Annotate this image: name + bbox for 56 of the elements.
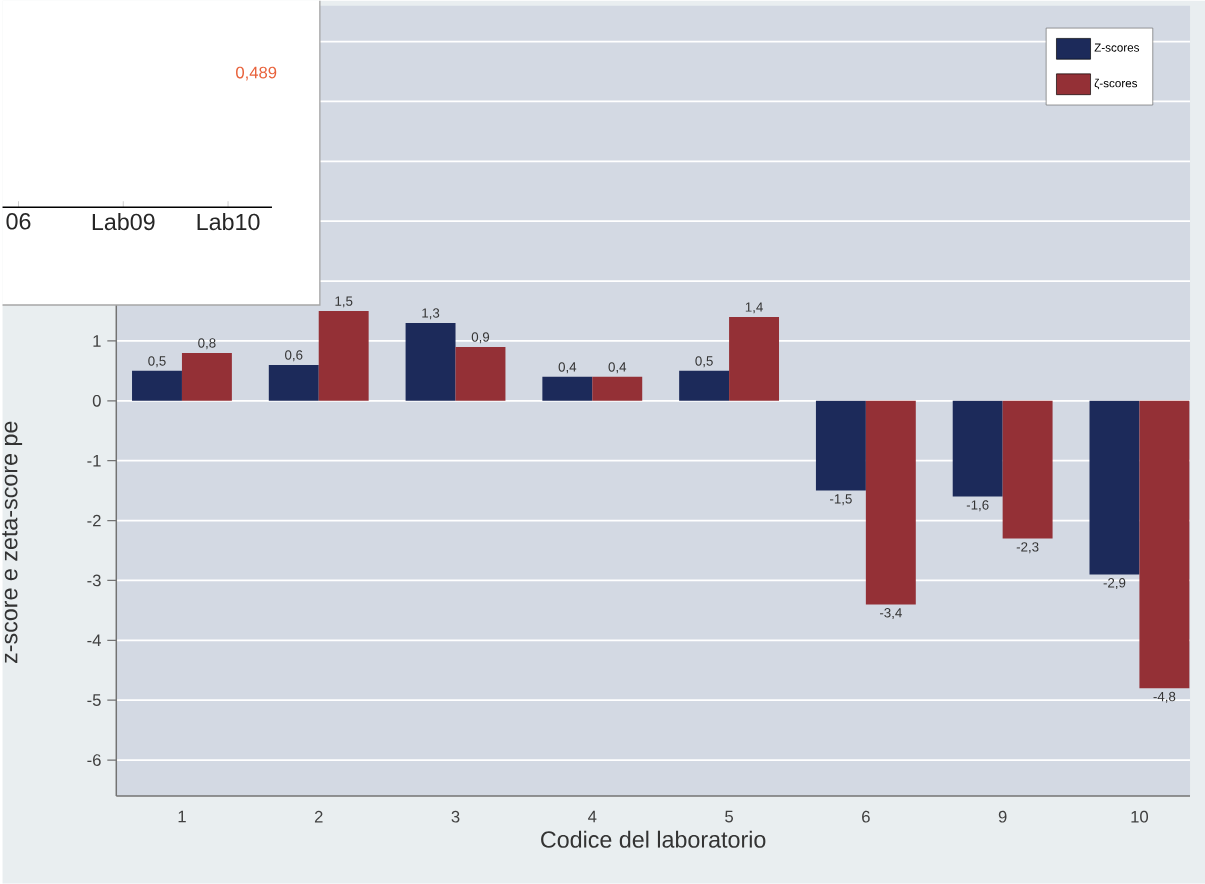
data-label: 1,4 — [745, 302, 763, 314]
x-tick-label: 5 — [725, 810, 734, 823]
data-label: 0,6 — [285, 350, 303, 362]
bar — [542, 376, 593, 401]
x-tick-label: 3 — [451, 810, 460, 823]
bar — [815, 400, 866, 491]
data-label: 0,4 — [608, 362, 627, 374]
legend-label: ζ-scores — [1094, 78, 1138, 90]
y-tick-label: -2 — [87, 514, 101, 527]
bar — [268, 364, 319, 401]
bar — [592, 376, 643, 401]
data-label: 0,4 — [558, 362, 577, 374]
bar — [1002, 400, 1053, 539]
x-tick-label: 6 — [862, 810, 870, 823]
bar — [1089, 400, 1140, 575]
data-label: 0,9 — [471, 332, 490, 344]
x-tick-label: 1 — [178, 810, 186, 823]
bar — [729, 317, 780, 401]
bar — [865, 400, 916, 605]
x-tick-label: 10 — [1131, 810, 1149, 823]
y-tick-label: 0 — [92, 395, 101, 407]
x-tick-label: 4 — [588, 810, 597, 823]
data-label: -4,8 — [1153, 691, 1176, 703]
category-label: Lab10 — [197, 213, 260, 231]
y-tick-label: -1 — [87, 455, 101, 467]
data-label: 0,5 — [695, 356, 713, 368]
x-tick-label: 2 — [314, 810, 323, 823]
y-tick-label: -5 — [87, 694, 101, 707]
data-label: 0,5 — [148, 356, 166, 368]
data-label: -1,5 — [830, 494, 852, 506]
annotation: 0,489 — [236, 66, 277, 81]
category-label: Lab09 — [92, 213, 155, 231]
bar — [1139, 400, 1190, 689]
data-label: -3,4 — [879, 608, 902, 620]
data-label: 0,8 — [198, 338, 216, 350]
data-label: -2,3 — [1016, 542, 1039, 554]
bar — [679, 370, 730, 401]
x-tick-label: 9 — [998, 810, 1007, 823]
legend-label: Z-scores — [1094, 43, 1140, 52]
x-axis-title: Codice del laboratorio — [541, 830, 766, 848]
y-tick-label: -6 — [87, 754, 101, 767]
bar — [318, 311, 369, 401]
bar — [455, 347, 506, 401]
y-tick-label: 1 — [93, 335, 101, 347]
data-label: -2,9 — [1103, 578, 1126, 590]
bar — [952, 400, 1003, 497]
y-axis-title: z-score e zeta-score pe — [2, 421, 23, 664]
bar — [181, 353, 232, 401]
y-tick-label: -4 — [87, 634, 101, 647]
data-label: 1,5 — [335, 296, 353, 308]
category-label: 06 — [6, 213, 31, 230]
data-label: 1,3 — [422, 308, 440, 320]
bar — [405, 323, 456, 401]
y-tick-label: -3 — [87, 574, 101, 587]
data-label: -1,6 — [966, 500, 989, 512]
bar — [132, 370, 182, 401]
